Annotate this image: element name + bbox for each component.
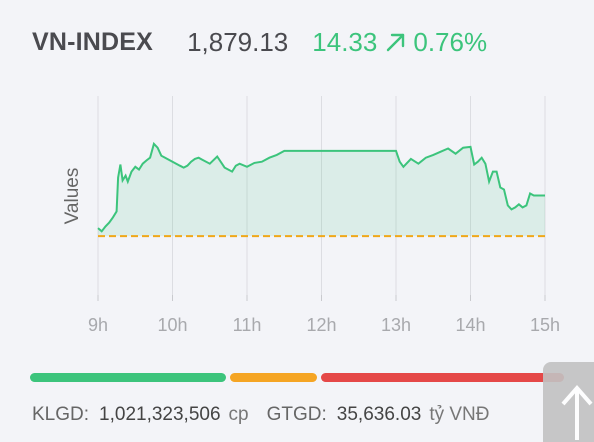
x-tick-label: 14h (455, 315, 485, 335)
index-change: 14.33 0.76% (312, 27, 487, 58)
ratio-segment-up (30, 373, 227, 382)
index-name: VN-INDEX (32, 27, 154, 56)
arrow-up-icon (561, 384, 593, 440)
x-tick-label: 10h (157, 315, 187, 335)
x-tick-label: 11h (233, 315, 262, 335)
trading-summary: KLGD: 1,021,323,506 cp GTGD: 35,636.03 tỷ VNĐ (32, 404, 490, 426)
y-axis-label: Values (62, 168, 83, 225)
index-header: VN-INDEX 1,879.13 14.33 0.76% (32, 22, 487, 62)
price-area (98, 143, 545, 237)
price-line (97, 141, 545, 233)
x-tick-label: 13h (381, 315, 411, 335)
scroll-to-top-button[interactable] (543, 362, 594, 442)
x-axis-ticks: 9h 10h 11h 12h 13h 14h 15h (88, 295, 560, 335)
klgd-label: KLGD: (32, 404, 90, 425)
x-tick-label: 9h (88, 315, 108, 335)
advance-decline-bar (30, 373, 564, 382)
x-tick-label: 15h (530, 315, 560, 335)
change-percent: 0.76% (413, 26, 488, 57)
intraday-chart: 9h 10h 11h 12h 13h 14h 15h Values (62, 96, 560, 335)
gtgd-unit: tỷ VNĐ (429, 404, 490, 425)
gtgd-value: 35,636.03 (336, 404, 422, 425)
klgd-value: 1,021,323,506 (99, 404, 221, 425)
trend-up-arrow-icon (387, 33, 405, 52)
ratio-segment-unchanged (230, 373, 318, 382)
klgd-unit: cp (228, 404, 249, 425)
ratio-segment-down (321, 373, 564, 382)
change-points: 14.33 (312, 26, 378, 57)
x-tick-label: 12h (306, 315, 336, 335)
gtgd-label: GTGD: (266, 404, 327, 425)
index-value: 1,879.13 (187, 26, 289, 57)
